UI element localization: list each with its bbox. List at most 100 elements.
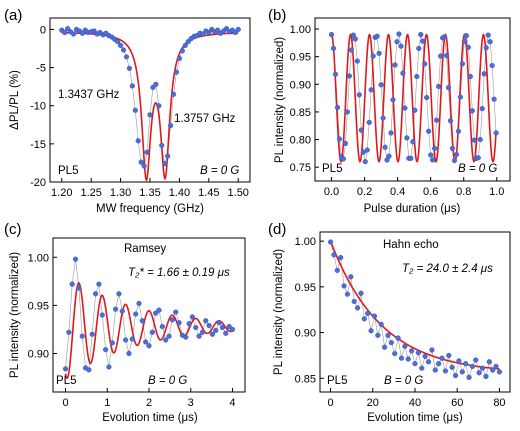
data-point [432, 367, 438, 373]
data-point [136, 300, 142, 307]
y-tick-label-a: -20 [30, 177, 46, 189]
panel-a: 1.20 1.25 1.30 1.35 1.40 1.45 1.50 0 -5 -10 -15 -20… [4, 7, 251, 215]
x-tick-label-a: 1.25 [80, 187, 101, 199]
data-point [456, 358, 462, 364]
fit-curve-c [64, 281, 233, 380]
data-point [123, 54, 130, 60]
data-point [493, 130, 499, 136]
data-point [459, 61, 466, 67]
data-point [352, 36, 358, 42]
data-point [449, 364, 455, 370]
data-point [473, 357, 479, 363]
data-point [179, 48, 185, 54]
data-point [348, 47, 354, 53]
data-point [477, 136, 483, 143]
annotation-sample-a: PL5 [58, 165, 78, 177]
data-point [380, 115, 386, 121]
data-point [167, 122, 174, 129]
data-point [412, 361, 418, 367]
fit-curve-a [61, 31, 239, 182]
data-point [386, 153, 392, 159]
data-point [422, 353, 428, 359]
panel-c: 0 1 2 3 4 0.90 0.95 1.00 (c) Evolution time (μs… [4, 221, 246, 424]
data-point [382, 344, 388, 350]
data-point [465, 44, 471, 50]
data-point [493, 363, 499, 370]
y-tick-label-c: 1.00 [28, 252, 49, 264]
data-point [235, 26, 241, 33]
data-point [442, 368, 449, 374]
y-tick-label-d: 0.85 [295, 373, 316, 385]
data-point [378, 321, 384, 327]
y-tick-label-b: 0.75 [290, 162, 311, 174]
data-point [392, 62, 398, 68]
data-point [176, 320, 182, 326]
data-point [408, 155, 414, 161]
data-point [182, 42, 188, 49]
data-point [193, 324, 199, 331]
data-point [491, 96, 497, 102]
data-point [146, 343, 152, 349]
data-point [475, 155, 481, 161]
data-point [400, 70, 406, 76]
data-point [445, 85, 452, 91]
data-point [453, 151, 460, 158]
x-tick-label-d: 20 [367, 397, 379, 409]
data-point [452, 372, 459, 379]
x-tick-label-d: 80 [493, 397, 505, 409]
data-point [216, 320, 222, 326]
annotation-field-b: B = 0 G [458, 163, 497, 175]
data-point [72, 256, 79, 262]
data-point [358, 290, 364, 296]
x-tick-label-d: 60 [451, 397, 463, 409]
data-point [496, 369, 503, 375]
y-tick-label-d: 1.00 [295, 236, 316, 248]
data-point [398, 355, 405, 361]
data-point [396, 31, 402, 37]
axis-ticks-b: 0.0 0.2 0.4 0.6 0.8 1.0 0.75 0.80 0.85 0.90 0.95 1.… [290, 24, 505, 198]
x-tick-label-b: 0.0 [324, 186, 339, 198]
data-point [439, 355, 445, 361]
x-tick-label-b: 1.0 [489, 186, 504, 198]
data-point [170, 91, 177, 97]
data-point [166, 333, 172, 339]
data-point [410, 139, 416, 145]
data-point [331, 252, 337, 258]
data-point [102, 347, 109, 353]
data-point [116, 291, 122, 297]
data-point [117, 42, 124, 49]
panel-d: 0 20 40 60 80 0.85 0.90 0.95 1.00 (d) Evolution … [268, 221, 511, 424]
data-point [126, 350, 132, 357]
data-point [346, 73, 352, 79]
fit-group-a [61, 28, 239, 182]
data-point [370, 53, 376, 59]
data-point [354, 305, 361, 311]
data-point [328, 31, 335, 38]
data-point [361, 316, 367, 322]
data-point [360, 149, 366, 155]
data-point [425, 359, 432, 365]
y-tick-label-a: -15 [30, 139, 46, 151]
data-point [402, 105, 408, 111]
data-point [129, 83, 135, 89]
data-point [62, 29, 68, 36]
y-tick-label-a: 0 [40, 24, 46, 36]
data-point [429, 347, 435, 353]
data-point [109, 340, 115, 346]
data-point [149, 329, 155, 335]
panel-label-a: (a) [4, 7, 22, 24]
y-axis-label-b: PL intensity (normalized) [274, 37, 286, 163]
points-group-a [59, 26, 241, 169]
y-tick-label-a: -10 [30, 101, 46, 113]
x-tick-label-d: 40 [409, 397, 421, 409]
data-point [489, 62, 495, 69]
data-point [141, 163, 147, 169]
data-point [388, 340, 394, 346]
data-point [376, 50, 382, 56]
data-point [486, 359, 492, 365]
panel-label-b: (b) [268, 7, 286, 24]
x-tick-label-c: 4 [229, 397, 235, 409]
data-point [365, 310, 371, 316]
data-point [490, 367, 496, 373]
